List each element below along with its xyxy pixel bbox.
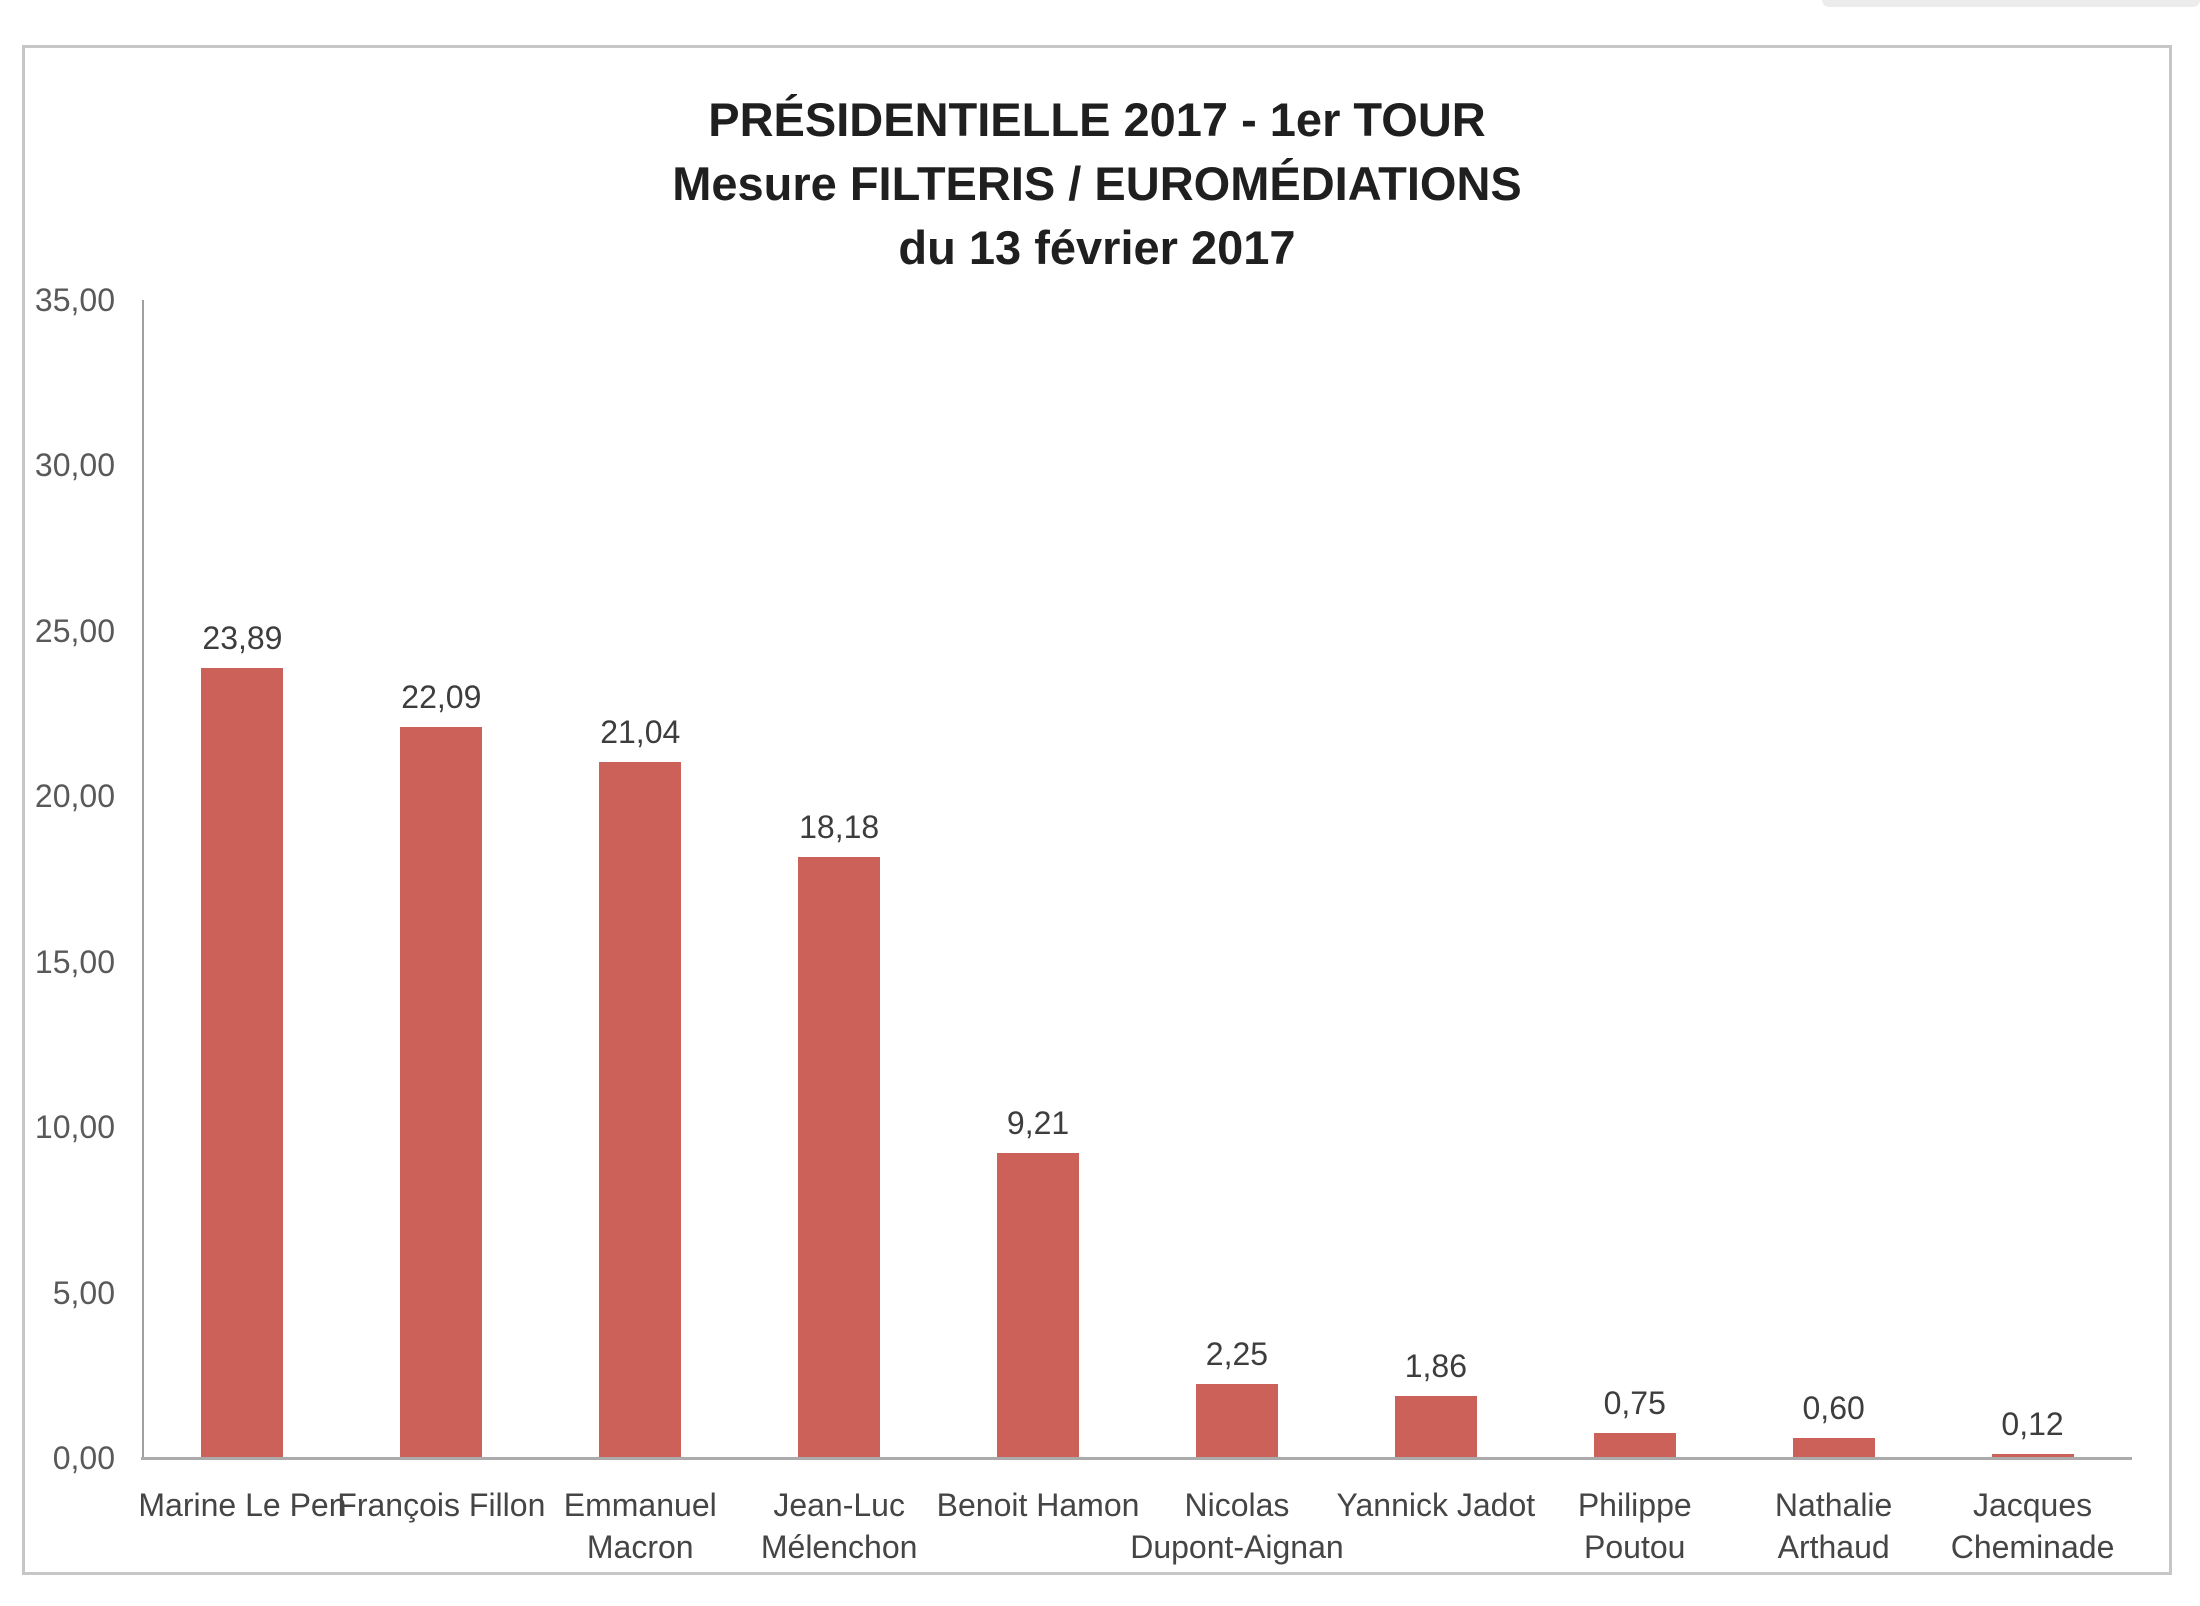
x-category-label: Jean-Luc Mélenchon — [732, 1484, 947, 1568]
chart-title-line-2: Mesure FILTERIS / EUROMÉDIATIONS — [672, 157, 1522, 210]
bar — [400, 727, 483, 1458]
x-category-label: François Fillon — [334, 1484, 549, 1526]
x-category-label: Marine Le Pen — [135, 1484, 350, 1526]
bar-value-label: 2,25 — [1205, 1335, 1269, 1372]
bar — [599, 761, 682, 1458]
bar-value-label: 9,21 — [1006, 1105, 1070, 1142]
x-category-label-line: Philippe Poutou — [1577, 1487, 1692, 1565]
x-category-label-line: Dupont-Aignan — [1130, 1529, 1344, 1565]
x-category-label: Jacques Cheminade — [1925, 1484, 2140, 1568]
y-tick-label: 0,00 — [52, 1440, 115, 1476]
chart-title-line-1: PRÉSIDENTIELLE 2017 - 1er TOUR — [708, 93, 1486, 146]
x-category-label-line: Mélenchon — [760, 1529, 918, 1565]
bar-value-label: 21,04 — [600, 713, 681, 750]
x-category-label: Emmanuel Macron — [533, 1484, 748, 1568]
x-category-label-line: Nicolas — [1184, 1487, 1290, 1523]
bar — [1991, 1454, 2074, 1458]
bar-value-label: 0,75 — [1603, 1385, 1666, 1422]
x-category-label-line: Arthaud — [1777, 1529, 1890, 1565]
y-tick-label: 20,00 — [34, 778, 115, 815]
x-category-label-line: Benoit Hamon — [936, 1487, 1140, 1523]
bar — [798, 856, 881, 1458]
bar-value-label: 18,18 — [799, 808, 880, 845]
bar — [1593, 1433, 1676, 1458]
bar — [1394, 1396, 1477, 1458]
y-tick-label: 10,00 — [34, 1109, 115, 1146]
chart-frame — [22, 45, 2172, 1575]
bar-value-label: 22,09 — [401, 679, 482, 716]
x-category-label-line: François Fillon — [337, 1487, 546, 1523]
x-category-label-line: Nathalie — [1774, 1487, 1893, 1523]
x-category-label-line: Macron — [586, 1529, 694, 1565]
y-tick-label: 35,00 — [34, 282, 115, 318]
x-category-label-line: Jean-Luc — [773, 1487, 905, 1523]
bar — [1792, 1438, 1875, 1458]
y-tick-label: 15,00 — [34, 943, 115, 980]
bar — [997, 1153, 1080, 1458]
x-category-label: Nicolas Dupont-Aignan — [1130, 1484, 1345, 1568]
x-category-label: Nathalie Arthaud — [1726, 1484, 1941, 1568]
chart-title: PRÉSIDENTIELLE 2017 - 1er TOUR Mesure FI… — [25, 88, 2169, 280]
bar-value-label: 0,12 — [2001, 1406, 2064, 1443]
x-category-label-line: Cheminade — [1950, 1529, 2115, 1565]
cropped-ui-artifact — [1822, 0, 2200, 7]
y-tick-label: 25,00 — [34, 612, 115, 649]
x-category-label: Yannick Jadot — [1328, 1484, 1543, 1526]
y-axis-line — [142, 300, 144, 1458]
x-category-label-line: Jacques — [1972, 1487, 2093, 1523]
x-category-label: Philippe Poutou — [1527, 1484, 1742, 1568]
x-category-label-line: Yannick Jadot — [1336, 1487, 1536, 1523]
bar — [201, 667, 284, 1458]
y-tick-label: 30,00 — [34, 447, 115, 484]
bar-value-label: 1,86 — [1404, 1348, 1467, 1385]
bar — [1195, 1383, 1278, 1458]
chart-title-line-3: du 13 février 2017 — [898, 221, 1296, 274]
x-axis-baseline — [141, 1457, 2132, 1460]
x-category-label: Benoit Hamon — [931, 1484, 1146, 1526]
x-category-label-line: Emmanuel — [563, 1487, 717, 1523]
y-tick-label: 5,00 — [52, 1274, 115, 1311]
x-category-label-line: Marine Le Pen — [138, 1487, 347, 1523]
bar-value-label: 0,60 — [1802, 1390, 1865, 1427]
bar-value-label: 23,89 — [202, 619, 283, 656]
